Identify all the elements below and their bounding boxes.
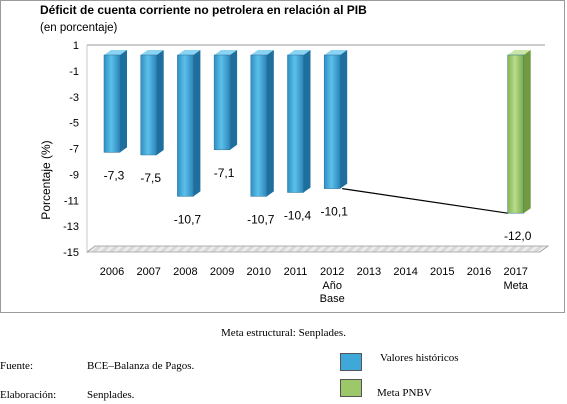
y-tick-label: -15	[63, 247, 79, 259]
data-label: -10,1	[321, 205, 349, 219]
source-label: Fuente:	[0, 360, 33, 372]
legend-swatch-meta	[340, 379, 362, 397]
bar-side	[303, 50, 311, 193]
y-tick-label: -3	[69, 92, 79, 104]
bar-top	[324, 50, 348, 55]
bar-meta	[507, 50, 531, 214]
bar-top	[214, 50, 238, 55]
data-label: -7,1	[214, 166, 235, 180]
y-tick-label: -7	[69, 144, 79, 156]
bar-front	[177, 54, 194, 197]
bar-front	[287, 54, 304, 193]
chart-subtitle: (en porcentaje)	[40, 22, 118, 34]
x-tick-label: 2008	[173, 266, 197, 278]
bar-historico	[140, 50, 164, 156]
x-tick-label: 2010	[247, 266, 271, 278]
x-tick-label: 2007	[136, 266, 160, 278]
x-tick-label: 2016	[467, 266, 491, 278]
data-label: -10,4	[284, 208, 312, 222]
y-tick-label: -1	[69, 66, 79, 78]
x-tick-label: 2017	[503, 266, 527, 278]
bar-top	[177, 50, 201, 55]
y-tick-label: 1	[73, 40, 79, 52]
legend-swatch-historicos	[340, 353, 362, 371]
data-label: -10,7	[247, 212, 275, 226]
bar-side	[193, 50, 201, 197]
bar-historico	[177, 50, 201, 197]
bar-top	[507, 50, 531, 55]
bar-front	[213, 54, 231, 151]
bar-side	[523, 50, 531, 214]
chart-frame	[0, 0, 565, 313]
x-tick-label: 2011	[284, 266, 308, 278]
bar-side	[120, 50, 127, 153]
bar-front	[250, 54, 268, 197]
bar-historico	[103, 50, 127, 153]
bar-top	[140, 50, 164, 55]
bar-front	[140, 54, 157, 156]
y-tick-label: -5	[69, 118, 79, 130]
trend-line	[342, 188, 508, 214]
x-tick-label: 2014	[393, 266, 417, 278]
bar-historico	[323, 50, 348, 189]
bar-side	[230, 50, 238, 150]
x-sublabel: Base	[320, 293, 345, 305]
chart-title: Déficit de cuenta corriente no petrolera…	[40, 3, 367, 17]
floor-panel	[85, 245, 550, 253]
bar-top	[104, 50, 127, 55]
prepared-label: Elaboración:	[0, 389, 57, 401]
data-label: -10,7	[174, 212, 202, 226]
legend-label-meta: Meta PNBV	[377, 387, 432, 399]
x-tick-label: 2012	[320, 266, 344, 278]
y-tick-label: -9	[69, 169, 79, 181]
bar-side	[340, 50, 348, 189]
bar-front	[323, 54, 341, 189]
legend-label-historicos: Valores históricos	[380, 352, 459, 364]
x-tick-label: 2006	[100, 266, 124, 278]
bar-historico	[250, 50, 274, 197]
data-label: -7,5	[140, 171, 161, 185]
x-tick-label: 2009	[210, 266, 234, 278]
bar-front	[507, 54, 524, 214]
bar-side	[156, 50, 164, 155]
x-sublabel: Meta	[503, 280, 528, 292]
source-value: BCE–Balanza de Pagos.	[87, 360, 195, 372]
bar-side	[266, 50, 274, 197]
bar-historico	[213, 50, 238, 151]
y-tick-label: -11	[64, 195, 79, 207]
bar-top	[287, 50, 311, 55]
bar-historico	[287, 50, 311, 193]
y-axis-label: Porcentaje (%)	[39, 140, 53, 219]
y-tick-label: -13	[63, 221, 79, 233]
bar-chart: Porcentaje (%) 1 -1 -3 -5 -7 -9 -11 -13 -15 2006 2…	[39, 40, 550, 305]
x-sublabel: Año	[322, 280, 342, 292]
bar-front	[103, 54, 121, 153]
chart-caption: Meta estructural: Senplades.	[221, 327, 346, 339]
data-label: -7,3	[104, 168, 125, 182]
x-tick-label: 2015	[430, 266, 454, 278]
x-tick-label: 2013	[357, 266, 381, 278]
bar-top	[250, 50, 274, 55]
prepared-value: Senplades.	[87, 389, 135, 401]
data-label: -12,0	[504, 229, 532, 243]
